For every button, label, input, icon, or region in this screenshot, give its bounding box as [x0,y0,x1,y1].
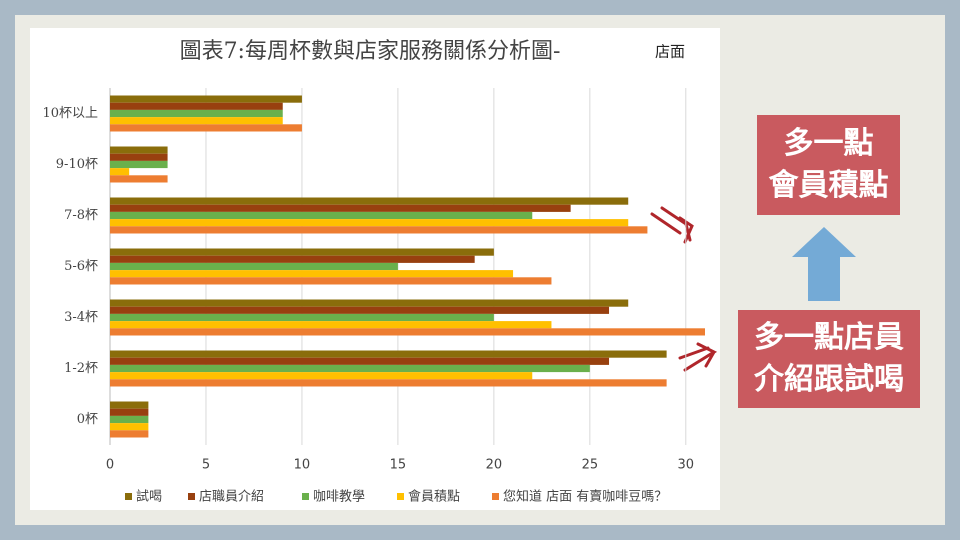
bar [110,328,705,336]
legend-swatch [397,493,404,500]
bar [110,160,168,169]
y-tick-label: 7-8杯 [64,208,98,223]
callout-box: 多一點店員 介紹跟試喝 [738,310,920,408]
bar [110,153,168,161]
x-tick-label: 30 [678,458,695,473]
bar [110,168,130,176]
bar [110,255,475,263]
y-tick-label: 1-2杯 [64,361,98,376]
bar [110,102,283,110]
bar [110,197,629,205]
bar [110,372,533,380]
x-tick-label: 15 [390,458,407,473]
bar [110,226,648,234]
legend-swatch [302,493,309,500]
bar [110,350,667,358]
legend-swatch [188,493,195,500]
bar [110,146,168,154]
bar [110,306,610,314]
bar [110,248,494,256]
chart-area: 圖表7:每周杯數與店家服務關係分析圖- 店面 0 5 10 15 20 25 30 10杯以上… [30,28,720,510]
bar [110,299,629,307]
x-tick-label: 10 [294,458,311,473]
callout-text: 多一點 [783,126,874,161]
bar [110,117,283,125]
chart-title: 圖表7:每周杯數與店家服務關係分析圖- [180,39,561,64]
x-tick-label: 20 [486,458,503,473]
legend-swatch [125,493,132,500]
bar [110,401,149,409]
legend-swatch [492,493,499,500]
x-tick-label: 0 [106,458,114,473]
bar [110,313,494,322]
bar [110,277,552,285]
legend-label: 店職員介紹 [199,490,264,505]
y-tick-label: 0杯 [77,412,98,427]
legend-label: 您知道 店面 有賣咖啡豆嗎？ [503,489,667,505]
chart: 圖表7:每周杯數與店家服務關係分析圖- 店面 0 5 10 15 20 25 30 10杯以上… [42,39,718,505]
y-tick-label: 9-10杯 [56,157,98,172]
scribble-arrows [650,206,718,372]
x-tick-label: 25 [582,458,599,473]
bar [110,211,533,220]
bar [110,204,571,212]
callout-text: 多一點店員 [754,320,904,355]
bar [110,109,283,118]
legend-label: 試喝 [136,489,162,505]
x-tick-label: 5 [202,458,210,473]
callout-text: 會員積點 [768,168,889,203]
bar [110,357,610,365]
bar [110,175,168,183]
up-arrow [792,227,856,301]
bar [110,415,149,424]
chart-subtitle: 店面 [655,43,685,61]
bar [110,219,629,227]
bar [110,423,149,431]
bar [110,430,149,438]
bar [110,124,302,132]
y-tick-label: 5-6杯 [64,259,98,274]
y-tick-label: 10杯以上 [42,106,98,121]
callout-box: 多一點 會員積點 [757,115,900,215]
bar [110,408,149,416]
bar [110,379,667,387]
bar [110,364,590,373]
legend-label: 會員積點 [408,490,460,505]
bar [110,270,514,278]
y-tick-label: 3-4杯 [64,310,98,325]
legend-label: 咖啡教學 [313,489,365,505]
bar [110,321,552,329]
bar [110,262,398,271]
bar [110,95,302,103]
callout-text: 介紹跟試喝 [754,362,904,397]
